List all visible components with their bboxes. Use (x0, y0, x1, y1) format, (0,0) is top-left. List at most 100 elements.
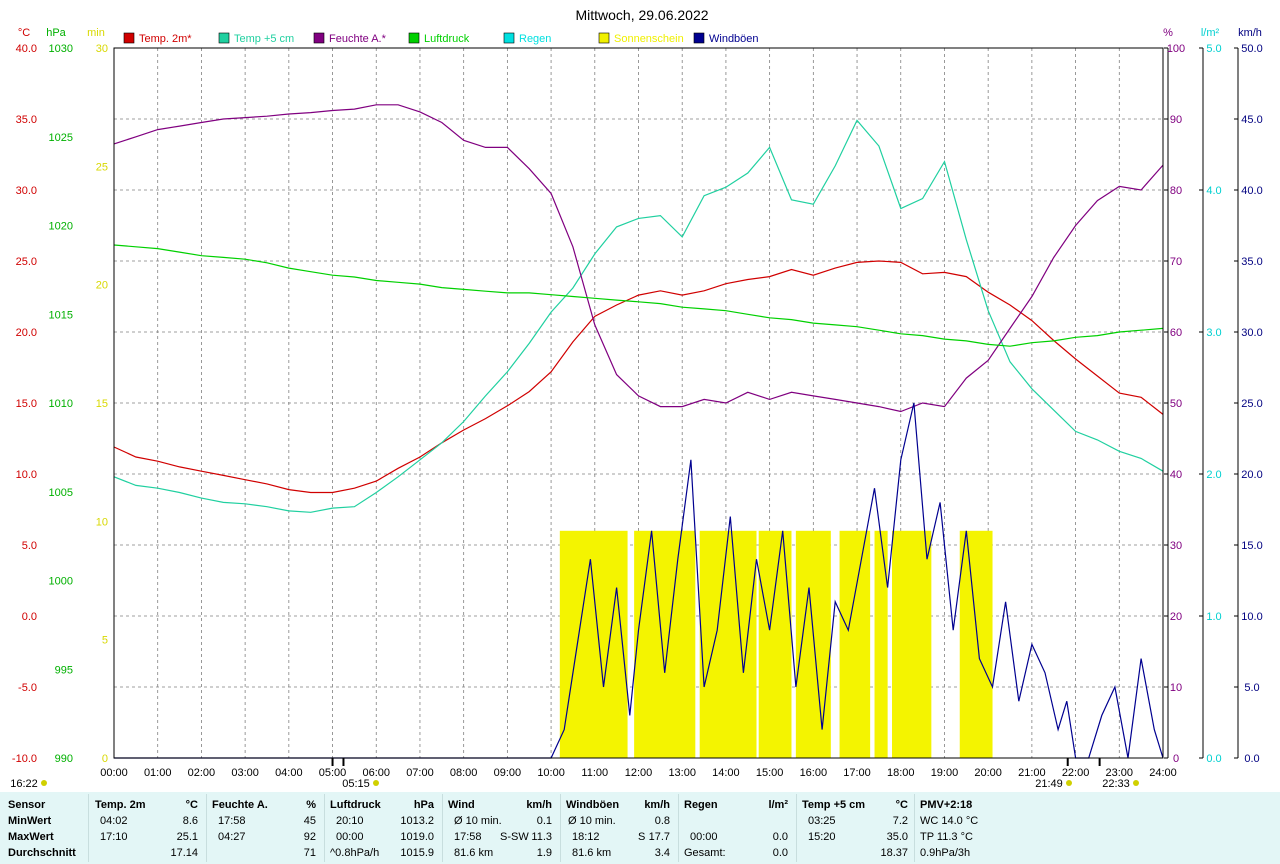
x-tick-label: 15:00 (756, 767, 784, 779)
axis-tick-sunshine: 20 (96, 280, 108, 292)
axis-tick-sunshine: 25 (96, 161, 108, 173)
x-tick-label: 08:00 (450, 767, 478, 779)
axis-tick-sunshine: 0 (102, 753, 108, 765)
axis-tick-pressure: 1010 (49, 398, 73, 410)
wind-max-time: 17:58 (454, 831, 482, 843)
sunshine-block (874, 530, 888, 758)
axis-unit-wind: km/h (1238, 27, 1262, 39)
temp5cm-min-time: 03:25 (808, 815, 836, 827)
axis-tick-wind: 15.0 (1241, 540, 1262, 552)
gusts-mean: 3.4 (654, 847, 670, 859)
stats-header-humidity: Feuchte A. (212, 799, 268, 811)
axis-tick-wind: 0.0 (1244, 753, 1259, 765)
pressure-max: 1019.0 (400, 831, 434, 843)
temp2m-max-time: 17:10 (100, 831, 128, 843)
marker-label: 16:22 (10, 778, 38, 790)
stats-separator (796, 794, 797, 862)
stats-header-gusts: Windböen (566, 799, 620, 811)
wind-max-dir: S-SW (500, 831, 529, 843)
marker-label: 05:15 (342, 778, 370, 790)
humidity-min: 45 (303, 815, 316, 827)
stats-unit-temp2m: °C (185, 799, 198, 811)
humidity-max-time: 04:27 (218, 831, 246, 843)
stats-header-wind: Wind (448, 799, 475, 811)
axis-tick-humidity: 90 (1170, 114, 1182, 126)
axis-tick-rain: 0.0 (1206, 753, 1221, 765)
axis-tick-humidity: 40 (1170, 469, 1182, 481)
axis-tick-pressure: 1020 (49, 221, 73, 233)
x-tick-label: 07:00 (406, 767, 434, 779)
x-tick-label: 23:00 (1106, 767, 1134, 779)
axis-tick-humidity: 80 (1170, 185, 1182, 197)
x-tick-label: 16:00 (800, 767, 828, 779)
axis-tick-temp: 35.0 (16, 114, 37, 126)
legend-swatch (313, 32, 325, 44)
stats-separator (678, 794, 679, 862)
pmv-windchill: WC 14.0 °C (920, 815, 979, 827)
wind-avg: 0.1 (536, 815, 552, 827)
sunshine-block (559, 530, 628, 758)
stats-header-pmv: PMV+2:18 (920, 799, 973, 811)
x-tick-label: 10:00 (537, 767, 565, 779)
axis-tick-wind: 50.0 (1241, 43, 1262, 55)
legend-swatch (408, 32, 420, 44)
stats-header-pressure: Luftdruck (330, 799, 381, 811)
x-tick-label: 00:00 (100, 767, 128, 779)
axis-tick-rain: 1.0 (1206, 611, 1221, 623)
stats-unit-wind: km/h (526, 799, 552, 811)
series-lines (113, 104, 1164, 759)
axis-tick-pressure: 1005 (49, 487, 73, 499)
stats-separator (560, 794, 561, 862)
series-line (113, 119, 1164, 513)
sunshine-block (959, 530, 993, 758)
rain-max: 0.0 (772, 831, 788, 843)
sun-icon (373, 780, 379, 786)
series-line (113, 104, 1164, 413)
x-tick-label: 24:00 (1149, 767, 1177, 779)
stats-header-rain: Regen (684, 799, 718, 811)
stats-unit-pressure: hPa (413, 799, 434, 811)
x-tick-label: 19:00 (931, 767, 959, 779)
temp5cm-max-time: 15:20 (808, 831, 836, 843)
x-tick-label: 05:00 (319, 767, 347, 779)
x-tick-label: 09:00 (494, 767, 522, 779)
weather-chart: Mittwoch, 29.06.2022 Temp. 2m* Temp +5 cm… (10, 7, 1262, 790)
rain-total-label: Gesamt: (684, 847, 726, 859)
temp5cm-avg: 18.37 (880, 847, 908, 859)
axis-tick-humidity: 100 (1167, 43, 1185, 55)
sunshine-block (892, 530, 910, 758)
axis-tick-temp: 20.0 (16, 327, 37, 339)
sunshine-block (699, 530, 757, 758)
time-markers: 05:15 21:49 22:33 16:22 (10, 758, 1139, 790)
axis-tick-wind: 10.0 (1241, 611, 1262, 623)
axis-tick-temp: 30.0 (16, 185, 37, 197)
x-tick-label: 13:00 (668, 767, 696, 779)
sun-icon (1066, 780, 1072, 786)
x-axis-ticks: 00:00 01:00 02:00 03:00 04:00 05:00 06:00 07:00… (100, 767, 1177, 779)
axis-tick-temp: 10.0 (16, 469, 37, 481)
axis-tick-humidity: 30 (1170, 540, 1182, 552)
stats-separator (324, 794, 325, 862)
sunshine-block (839, 530, 871, 758)
axis-tick-pressure: 990 (55, 753, 73, 765)
row-label-avg: Durchschnitt (8, 847, 76, 859)
x-tick-label: 06:00 (362, 767, 390, 779)
x-tick-label: 14:00 (712, 767, 740, 779)
axis-tick-humidity: 70 (1170, 256, 1182, 268)
axis-tick-temp: 25.0 (16, 256, 37, 268)
humidity-max: 92 (303, 831, 316, 843)
sunshine-bars (559, 530, 993, 758)
pressure-max-time: 00:00 (336, 831, 364, 843)
x-tick-label: 18:00 (887, 767, 915, 779)
gusts-max-time: 18:12 (572, 831, 600, 843)
x-tick-label: 11:00 (581, 767, 608, 779)
sunshine-block (634, 530, 696, 758)
axis-unit-temp: °C (18, 27, 30, 39)
x-tick-label: 01:00 (144, 767, 172, 779)
temp5cm-max: 35.0 (886, 831, 908, 843)
gusts-max: 17.7 (648, 831, 670, 843)
axis-unit-humidity: % (1163, 27, 1173, 39)
stats-separator (88, 794, 89, 862)
stats-separator (206, 794, 207, 862)
axis-tick-wind: 5.0 (1244, 682, 1259, 694)
